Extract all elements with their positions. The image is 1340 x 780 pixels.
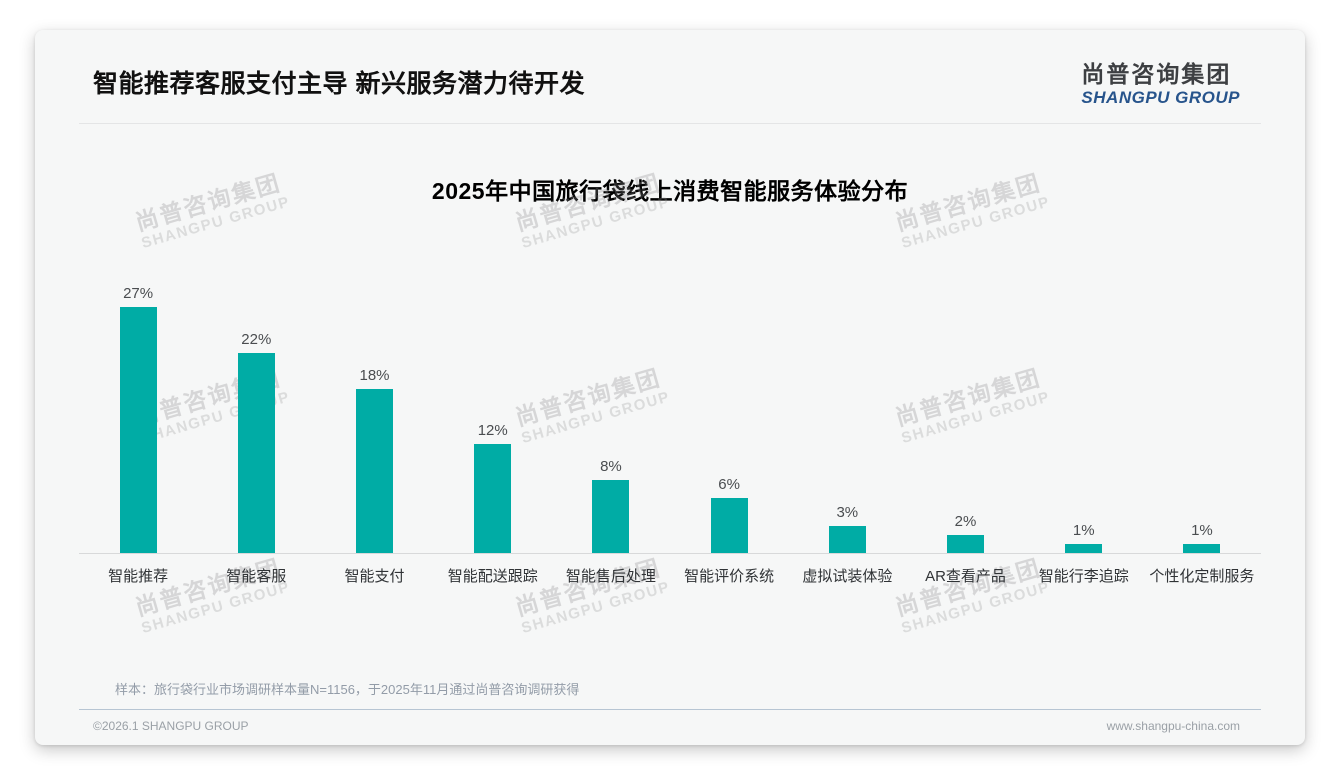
- watermark: 尚普咨询集团 SHANGPU GROUP: [892, 546, 1077, 638]
- report-slide: 智能推荐客服支付主导 新兴服务潜力待开发 尚普咨询集团 SHANGPU GROU…: [35, 30, 1305, 745]
- bar: [710, 498, 748, 553]
- bar: [1065, 543, 1103, 553]
- category-label: 智能行李追踪: [1038, 568, 1129, 585]
- bar-value-label: 18%: [359, 367, 390, 385]
- watermark: 尚普咨询集团 SHANGPU GROUP: [132, 546, 317, 638]
- sample-note: 样本：旅行袋行业市场调研样本量N=1156，于2025年11月通过尚普咨询调研获…: [115, 682, 580, 697]
- bar-column: 18%: [315, 367, 433, 553]
- bar: [237, 352, 275, 553]
- bar-value-label: 2%: [954, 512, 977, 530]
- bar-value-label: 12%: [477, 421, 508, 439]
- watermark: 尚普咨询集团 SHANGPU GROUP: [512, 546, 697, 638]
- footer: ©2026.1 SHANGPU GROUP www.shangpu-china.…: [93, 719, 1240, 733]
- bar-value-label: 1%: [1072, 521, 1095, 539]
- x-axis-category-labels: 智能推荐 智能客服 智能支付 智能配送跟踪 智能售后处理 智能评价系统 虚拟试装体验 AR查看…: [79, 567, 1261, 587]
- company-logo: 尚普咨询集团 SHANGPU GROUP: [1081, 60, 1240, 108]
- bar-value-label: 6%: [718, 476, 740, 494]
- bar-chart-plot-area: 27% 22% 18% 12% 8% 6% 3% 2% 1% 1%: [79, 234, 1261, 554]
- bar-column: 1%: [1143, 522, 1261, 553]
- bar-value-label: 27%: [123, 285, 154, 303]
- bar-column: 12%: [434, 422, 552, 553]
- bar-value-label: 1%: [1191, 521, 1213, 539]
- bar: [592, 480, 630, 553]
- category-label: 智能售后处理: [565, 568, 656, 585]
- bar-column: 3%: [788, 504, 906, 553]
- bar-value-label: 3%: [836, 503, 859, 521]
- category-label: 智能评价系统: [684, 568, 775, 585]
- footer-divider: [79, 709, 1261, 710]
- bar-column: 1%: [1025, 522, 1143, 553]
- bar-value-label: 22%: [241, 330, 272, 348]
- category-label: AR查看产品: [925, 568, 1006, 585]
- bar-column: 8%: [552, 458, 670, 553]
- chart-title: 2025年中国旅行袋线上消费智能服务体验分布: [431, 178, 909, 204]
- logo-english-name: SHANGPU GROUP: [1081, 88, 1240, 107]
- bar: [1183, 543, 1221, 553]
- category-label: 智能客服: [226, 568, 287, 585]
- header-divider: [79, 123, 1261, 124]
- page-title: 智能推荐客服支付主导 新兴服务潜力待开发: [93, 70, 585, 98]
- category-label: 智能支付: [344, 568, 405, 585]
- header: 智能推荐客服支付主导 新兴服务潜力待开发 尚普咨询集团 SHANGPU GROU…: [35, 30, 1305, 108]
- category-label: 智能配送跟踪: [447, 568, 538, 585]
- bar: [947, 534, 985, 553]
- category-label: 智能推荐: [108, 568, 169, 585]
- bar-column: 2%: [906, 513, 1024, 553]
- website-url: www.shangpu-china.com: [1106, 719, 1240, 733]
- bar: [119, 307, 157, 553]
- bar-column: 6%: [670, 476, 788, 553]
- bar: [828, 525, 866, 553]
- copyright-text: ©2026.1 SHANGPU GROUP: [93, 719, 249, 733]
- bar-column: 22%: [197, 331, 315, 553]
- bar: [356, 389, 393, 553]
- bar-column: 27%: [79, 285, 197, 553]
- logo-chinese-name: 尚普咨询集团: [1081, 61, 1232, 87]
- category-label: 个性化定制服务: [1149, 568, 1255, 585]
- bar-value-label: 8%: [600, 458, 622, 476]
- bar: [474, 443, 512, 553]
- category-label: 虚拟试装体验: [802, 568, 893, 585]
